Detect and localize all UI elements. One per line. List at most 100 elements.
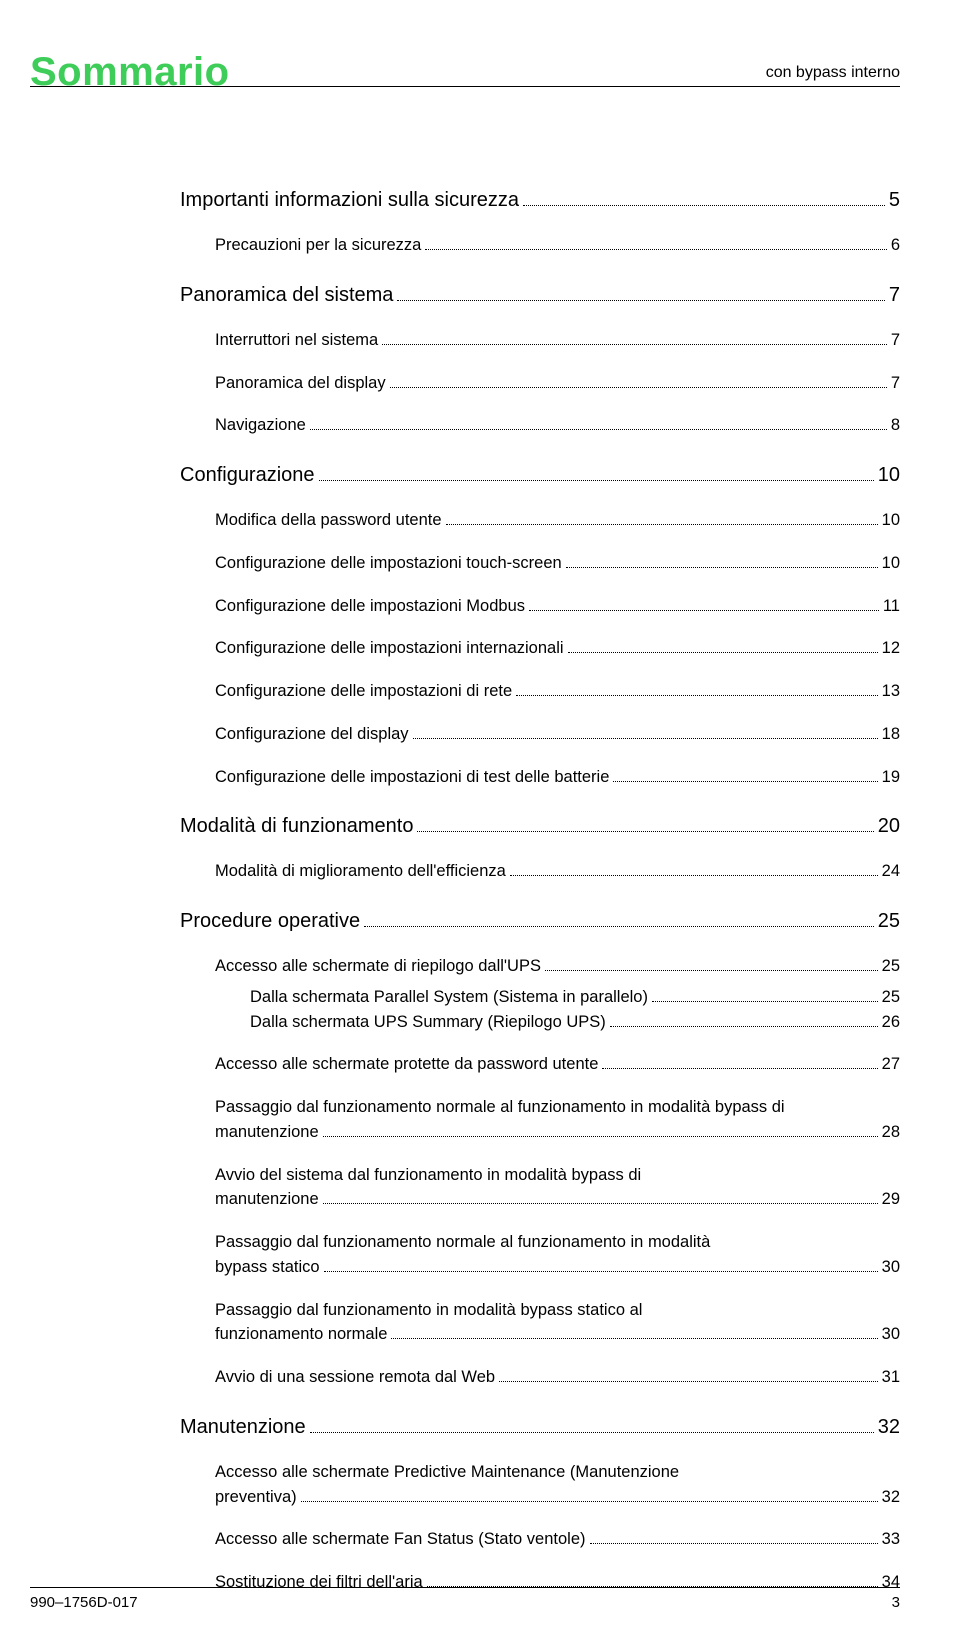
toc-leader-dots <box>499 1369 878 1382</box>
toc-entry: Configurazione delle impostazioni intern… <box>180 636 900 661</box>
toc-leader-dots <box>613 768 877 781</box>
toc-entry-page: 25 <box>882 985 900 1010</box>
toc-entry-text: Procedure operative <box>180 906 360 936</box>
toc-entry-text: Modifica della password utente <box>215 508 442 533</box>
toc-entry: Avvio del sistema dal funzionamento in m… <box>180 1163 900 1213</box>
toc-leader-dots <box>397 285 884 301</box>
toc-entry: Modalità di miglioramento dell'efficienz… <box>180 859 900 884</box>
toc-entry-page: 25 <box>878 906 900 936</box>
toc-entry-page: 6 <box>891 233 900 258</box>
toc-leader-dots <box>324 1259 878 1272</box>
toc-leader-dots <box>516 683 877 696</box>
toc-leader-dots <box>529 597 879 610</box>
toc-leader-dots <box>323 1124 878 1137</box>
toc-entry: Dalla schermata UPS Summary (Riepilogo U… <box>180 1010 900 1035</box>
toc-leader-dots <box>446 512 878 525</box>
toc-entry-text: Configurazione delle impostazioni intern… <box>215 636 564 661</box>
toc-leader-dots <box>413 726 878 739</box>
toc-leader-dots <box>301 1488 878 1501</box>
toc-entry: Navigazione8 <box>180 413 900 438</box>
toc-entry-text: Manutenzione <box>180 1412 306 1442</box>
toc-entry-page: 13 <box>882 679 900 704</box>
toc-entry-text: Accesso alle schermate protette da passw… <box>215 1052 598 1077</box>
toc-entry-page: 10 <box>882 551 900 576</box>
footer-page-number: 3 <box>892 1594 900 1611</box>
toc-leader-dots <box>523 190 885 206</box>
toc-entry: Importanti informazioni sulla sicurezza 5 <box>180 185 900 215</box>
toc-entry-text: Avvio del sistema dal funzionamento in m… <box>215 1163 900 1188</box>
toc-entry-page: 10 <box>878 460 900 490</box>
toc-entry: Passaggio dal funzionamento normale al f… <box>180 1230 900 1280</box>
toc-entry-text: Dalla schermata UPS Summary (Riepilogo U… <box>250 1010 606 1035</box>
toc-entry-page: 7 <box>891 328 900 353</box>
toc-entry-page: 31 <box>882 1365 900 1390</box>
toc-entry-text: Importanti informazioni sulla sicurezza <box>180 185 519 215</box>
toc-entry-text: Modalità di funzionamento <box>180 811 413 841</box>
toc-entry-text: Passaggio dal funzionamento in modalità … <box>215 1298 900 1323</box>
toc-entry-text: Panoramica del display <box>215 371 386 396</box>
footer-rule <box>30 1587 900 1588</box>
toc-entry: Panoramica del sistema7 <box>180 280 900 310</box>
toc-entry-text: funzionamento normale <box>215 1322 387 1347</box>
toc-entry-text: Accesso alle schermate Fan Status (Stato… <box>215 1527 586 1552</box>
toc-entry: Accesso alle schermate protette da passw… <box>180 1052 900 1077</box>
toc-entry-text: preventiva) <box>215 1485 297 1510</box>
footer: 990–1756D-017 3 <box>30 1587 900 1611</box>
toc-entry-page: 7 <box>889 280 900 310</box>
toc-entry-page: 24 <box>882 859 900 884</box>
toc-entry-page: 32 <box>878 1412 900 1442</box>
toc-entry-page: 10 <box>882 508 900 533</box>
toc-entry-text: Configurazione delle impostazioni di tes… <box>215 765 609 790</box>
toc-entry-text: Modalità di miglioramento dell'efficienz… <box>215 859 506 884</box>
toc-entry-text: Configurazione del display <box>215 722 409 747</box>
toc-entry-page: 12 <box>882 636 900 661</box>
toc-entry-page: 33 <box>882 1527 900 1552</box>
toc-entry: Configurazione delle impostazioni di tes… <box>180 765 900 790</box>
toc-entry: Passaggio dal funzionamento normale al f… <box>180 1095 900 1145</box>
toc-entry-page: 5 <box>889 185 900 215</box>
header-rule <box>30 86 900 87</box>
toc-entry: Accesso alle schermate di riepilogo dall… <box>180 954 900 979</box>
toc-entry-text: Accesso alle schermate Predictive Mainte… <box>215 1460 900 1485</box>
toc-leader-dots <box>382 332 887 345</box>
toc-entry: Avvio di una sessione remota dal Web 31 <box>180 1365 900 1390</box>
toc-entry-page: 18 <box>882 722 900 747</box>
toc-entry: Interruttori nel sistema 7 <box>180 328 900 353</box>
toc-entry: Precauzioni per la sicurezza 6 <box>180 233 900 258</box>
toc-entry-text: Passaggio dal funzionamento normale al f… <box>215 1095 900 1120</box>
toc-entry: Panoramica del display 7 <box>180 371 900 396</box>
toc-leader-dots <box>310 417 887 430</box>
toc-entry-text: Avvio di una sessione remota dal Web <box>215 1365 495 1390</box>
footer-doc-id: 990–1756D-017 <box>30 1594 138 1611</box>
toc-entry-text: manutenzione <box>215 1120 319 1145</box>
toc-entry-page: 19 <box>882 765 900 790</box>
toc-leader-dots <box>425 237 886 250</box>
toc-leader-dots <box>590 1531 878 1544</box>
toc-entry-text: Configurazione delle impostazioni Modbus <box>215 594 525 619</box>
toc-entry: Procedure operative 25 <box>180 906 900 936</box>
toc-leader-dots <box>568 640 878 653</box>
toc-entry-page: 11 <box>883 594 900 619</box>
toc-leader-dots <box>545 958 878 971</box>
toc-entry-page: 30 <box>882 1255 900 1280</box>
toc-entry-page: 28 <box>882 1120 900 1145</box>
toc-leader-dots <box>510 863 878 876</box>
toc-leader-dots <box>310 1417 874 1433</box>
toc-entry-page: 26 <box>882 1010 900 1035</box>
page: con bypass interno Sommario Importanti i… <box>0 50 960 1631</box>
toc-leader-dots <box>427 1574 878 1587</box>
toc-leader-dots <box>323 1191 878 1204</box>
toc-entry: Dalla schermata Parallel System (Sistema… <box>180 985 900 1010</box>
toc-entry-text: Accesso alle schermate di riepilogo dall… <box>215 954 541 979</box>
toc-entry: Configurazione delle impostazioni Modbus… <box>180 594 900 619</box>
toc-entry-page: 30 <box>882 1322 900 1347</box>
toc-entry: Modifica della password utente 10 <box>180 508 900 533</box>
toc-leader-dots <box>566 555 878 568</box>
toc-leader-dots <box>364 911 874 927</box>
toc-entry-text: Interruttori nel sistema <box>215 328 378 353</box>
toc-entry-text: Passaggio dal funzionamento normale al f… <box>215 1230 900 1255</box>
toc-entry: Manutenzione 32 <box>180 1412 900 1442</box>
toc-entry-text: bypass statico <box>215 1255 320 1280</box>
toc-entry-text: Precauzioni per la sicurezza <box>215 233 421 258</box>
toc-entry-page: 7 <box>891 371 900 396</box>
